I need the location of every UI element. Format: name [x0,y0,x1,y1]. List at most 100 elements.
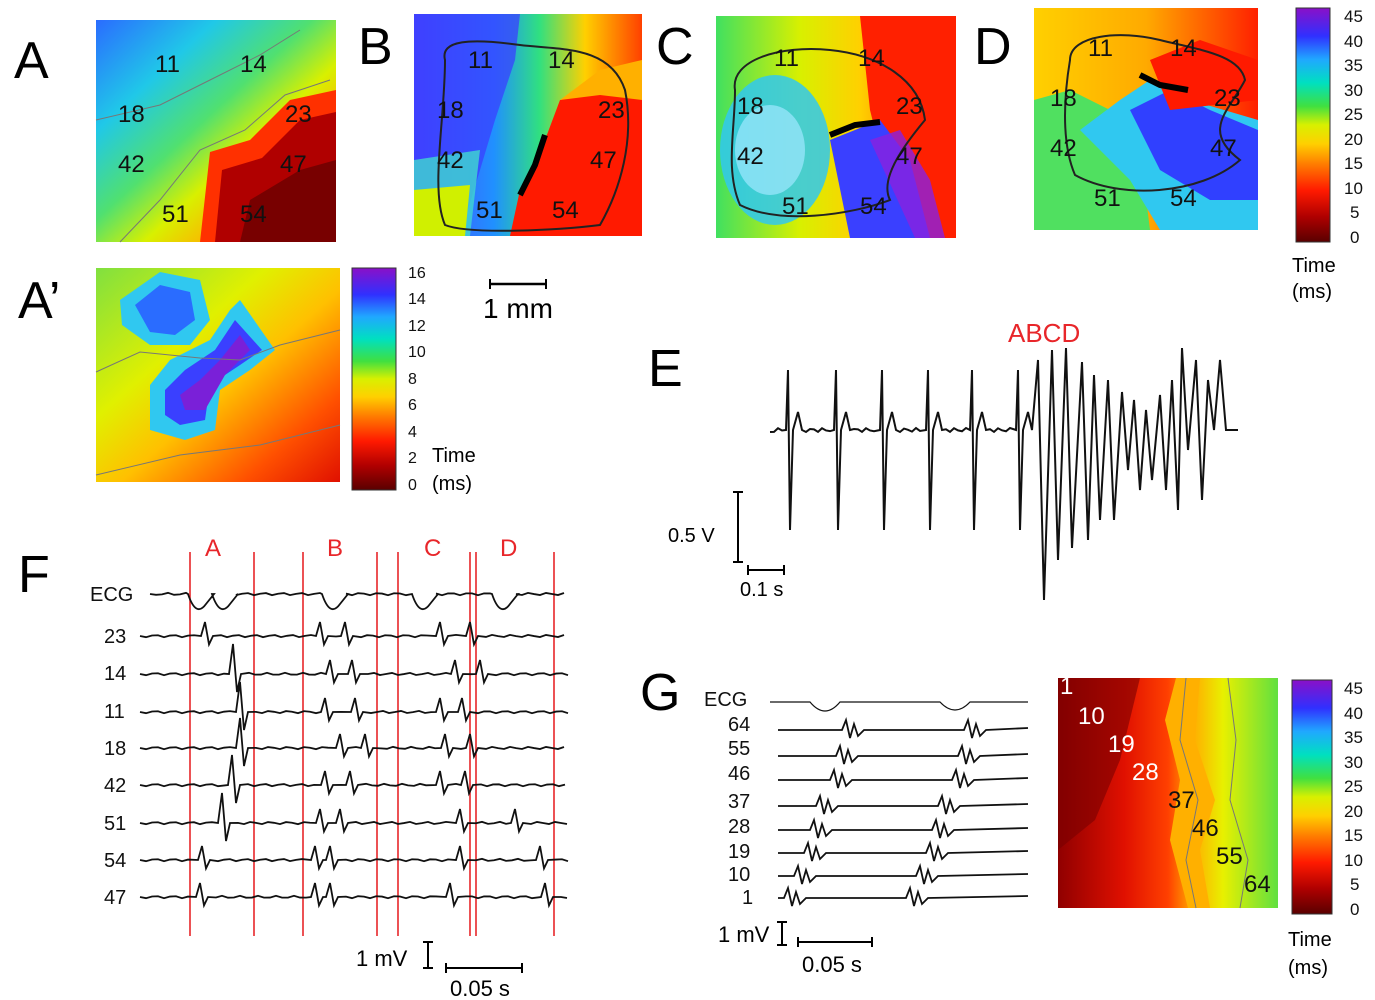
panel-e-voltage-scale: 0.5 V [668,525,715,547]
colorbar-main-tick: 45 [1344,7,1363,26]
map-c-label-42: 42 [737,143,764,170]
map-g-label-64: 64 [1244,871,1271,898]
colorbar-a-prime: 16 14 12 10 8 6 4 2 0 Time (ms) [351,265,476,495]
colorbar-g-label: Time [1288,929,1332,951]
panel-f-trace [139,621,565,648]
panel-f-row-label: 42 [104,775,126,797]
panel-f-trace [149,591,565,611]
map-b-label-54: 54 [552,197,579,224]
map-c-label-18: 18 [737,93,764,120]
map-c-label-11: 11 [774,45,799,72]
panel-g-trace [778,839,1029,862]
activation-map-d: 11 14 18 23 42 47 51 54 [1034,8,1258,230]
colorbar-g-unit: (ms) [1288,957,1328,979]
panel-g-row-label: 1 [742,887,753,909]
colorbar-aprime-tick: 14 [408,291,426,308]
activation-map-c: 11 14 18 23 42 47 51 54 [716,16,956,238]
panel-label-a: A [14,32,49,90]
colorbar-main-tick: 25 [1344,105,1363,124]
scale-bar-1mm-label: 1 mm [483,293,553,324]
panel-g-row-label: 64 [728,714,750,736]
map-g-label-46: 46 [1192,815,1219,842]
panel-f-row-label: 18 [104,738,126,760]
map-c-label-47: 47 [896,143,923,170]
panel-e-time-scale: 0.1 s [740,579,783,601]
panel-g-voltage-scale: 1 mV [718,922,770,947]
map-d-label-51: 51 [1094,185,1121,212]
colorbar-main-tick: 15 [1344,154,1363,173]
map-b-label-23: 23 [598,97,625,124]
panel-label-f: F [18,546,50,604]
map-a-label-11: 11 [155,51,180,78]
panel-g-ecg-trace [770,701,1028,712]
panel-label-e: E [648,340,683,398]
map-g-label-10: 10 [1078,703,1105,730]
map-a-label-42: 42 [118,151,145,178]
panel-f-segment-a: A [205,535,221,562]
panel-f-trace [139,792,568,842]
activation-map-b: 11 14 18 23 42 47 51 54 [414,14,642,236]
map-d-label-11: 11 [1088,35,1113,62]
colorbar-g-tick: 25 [1344,777,1363,796]
map-b-label-51: 51 [476,197,503,224]
panel-g-trace [778,716,1029,739]
panel-g-trace [778,816,1029,839]
colorbar-aprime-unit: (ms) [432,473,472,495]
activation-map-a: 11 14 18 23 42 47 51 54 [95,20,336,243]
panel-g-row-label: ECG [704,689,747,711]
colorbar-aprime-tick: 6 [408,397,417,414]
colorbar-main-tick: 30 [1344,81,1363,100]
colorbar-main-label: Time [1292,255,1336,277]
panel-g-row-label: 46 [728,763,750,785]
panel-g-traces [770,701,1029,907]
map-g-label-55: 55 [1216,843,1243,870]
colorbar-aprime-label: Time [432,445,476,467]
panel-f-segment-d: D [500,535,517,562]
map-d-label-47: 47 [1210,135,1237,162]
colorbar-main-unit: (ms) [1292,281,1332,303]
panel-f-trace [139,681,569,731]
map-g-label-37: 37 [1168,787,1195,814]
activation-map-a-prime [95,268,341,482]
panel-g-trace [778,742,1029,765]
panel-f-trace [139,717,565,767]
map-a-label-14: 14 [240,51,267,78]
map-c-label-14: 14 [858,45,885,72]
panel-label-a-prime: A’ [18,272,60,330]
panel-g-trace [778,766,1029,789]
map-c-label-51: 51 [782,193,809,220]
panel-f-row-label: 14 [104,663,126,685]
map-b-label-42: 42 [437,147,464,174]
map-d-label-42: 42 [1050,135,1077,162]
colorbar-main-tick: 10 [1344,179,1363,198]
colorbar-aprime-tick: 2 [408,450,417,467]
colorbar-main-tick: 35 [1344,56,1363,75]
map-a-label-47: 47 [280,151,307,178]
panel-g-trace [778,884,1029,907]
map-g-label-1: 1 [1060,673,1073,700]
panel-g-row-label: 10 [728,864,750,886]
panel-f-trace [139,754,566,804]
colorbar-aprime-tick: 10 [408,344,426,361]
map-a-label-18: 18 [118,101,145,128]
map-b-label-14: 14 [548,47,575,74]
colorbar-g-tick: 45 [1344,679,1363,698]
panel-label-g: G [640,664,680,722]
colorbar-g-tick: 35 [1344,728,1363,747]
colorbar-aprime-tick: 12 [408,318,426,335]
panel-label-b: B [358,18,393,76]
map-g-label-28: 28 [1132,759,1159,786]
map-d-label-54: 54 [1170,185,1197,212]
panel-label-d: D [974,18,1012,76]
colorbar-g-tick: 5 [1350,875,1359,894]
map-c-label-23: 23 [896,93,923,120]
panel-f-row-label: 11 [104,701,125,723]
panel-e-annotation: ABCD [1008,318,1080,348]
panel-f-trace [139,845,569,872]
panel-f-trace [139,643,569,693]
panel-g-trace [778,792,1029,815]
colorbar-g-tick: 0 [1350,900,1359,919]
colorbar-g-tick: 30 [1344,753,1363,772]
map-b-label-18: 18 [437,97,464,124]
